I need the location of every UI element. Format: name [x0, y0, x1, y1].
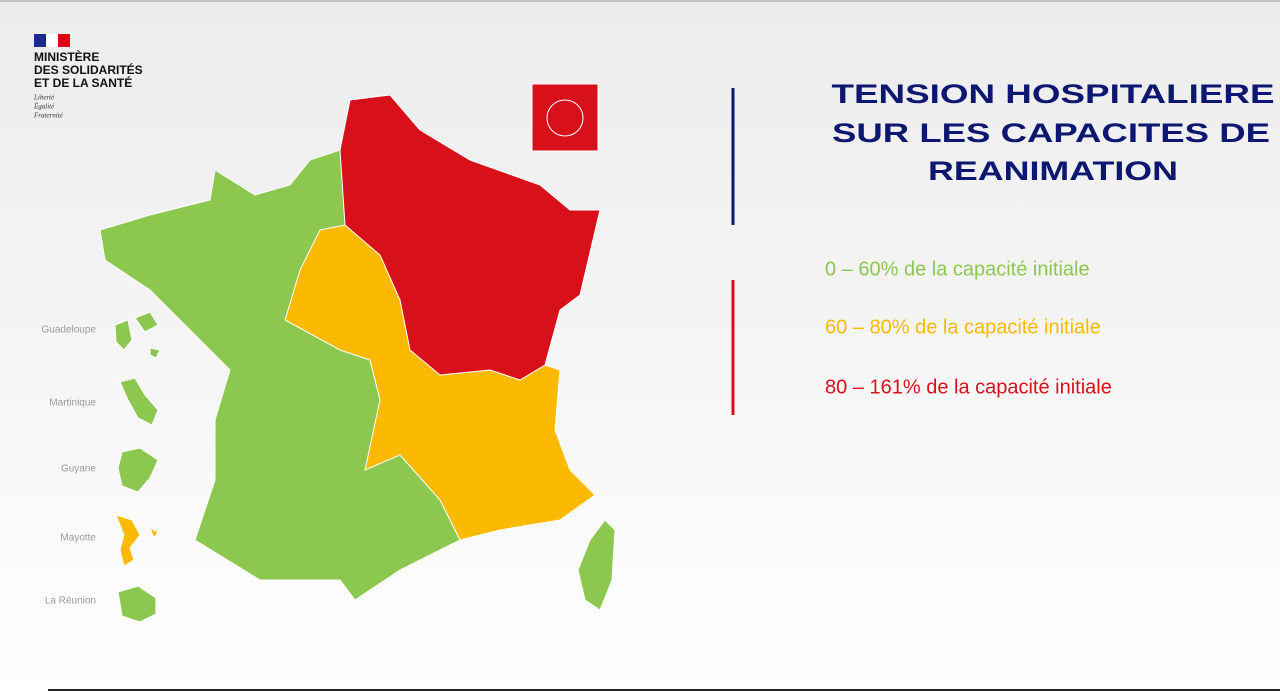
paris-inset-border	[546, 99, 584, 137]
territory-shape	[119, 377, 159, 426]
territory-shape	[115, 514, 159, 567]
corsica	[577, 519, 616, 611]
logo-line: DES SOLIDARITÉS	[34, 62, 143, 77]
title-line: REANIMATION	[928, 156, 1178, 186]
territory-shape	[117, 585, 157, 623]
overseas: Guadeloupe Martinique Guyane Mayotte La Réun…	[42, 311, 161, 623]
territory-label: Guyane	[61, 464, 96, 475]
legend-entry: 0 – 60% de la capacité initiale	[825, 258, 1090, 280]
title-line: SUR LES CAPACITES DE	[832, 118, 1270, 148]
paris-inset	[531, 83, 599, 152]
territory-label: La Réunion	[45, 596, 96, 607]
red-zone	[339, 94, 601, 381]
territory-shape	[114, 311, 161, 359]
territory-label: Martinique	[49, 398, 96, 409]
france-map	[99, 83, 616, 611]
motto: Fraternité	[33, 112, 64, 120]
title-line: TENSION HOSPITALIERE	[832, 79, 1275, 109]
territory-shape	[117, 447, 159, 493]
legend-entry: 60 – 80% de la capacité initiale	[825, 316, 1101, 338]
logo-line: MINISTÈRE	[34, 49, 99, 64]
logo-line: ET DE LA SANTÉ	[34, 75, 132, 90]
motto: Égalité	[33, 103, 55, 111]
territory-label: Guadeloupe	[42, 325, 97, 336]
legend: 0 – 60% de la capacité initiale 60 – 80% …	[825, 258, 1112, 398]
legend-entry: 80 – 161% de la capacité initiale	[825, 376, 1112, 398]
logo-flag	[34, 34, 70, 47]
territory-label: Mayotte	[60, 533, 96, 544]
motto: Liberté	[33, 94, 55, 102]
